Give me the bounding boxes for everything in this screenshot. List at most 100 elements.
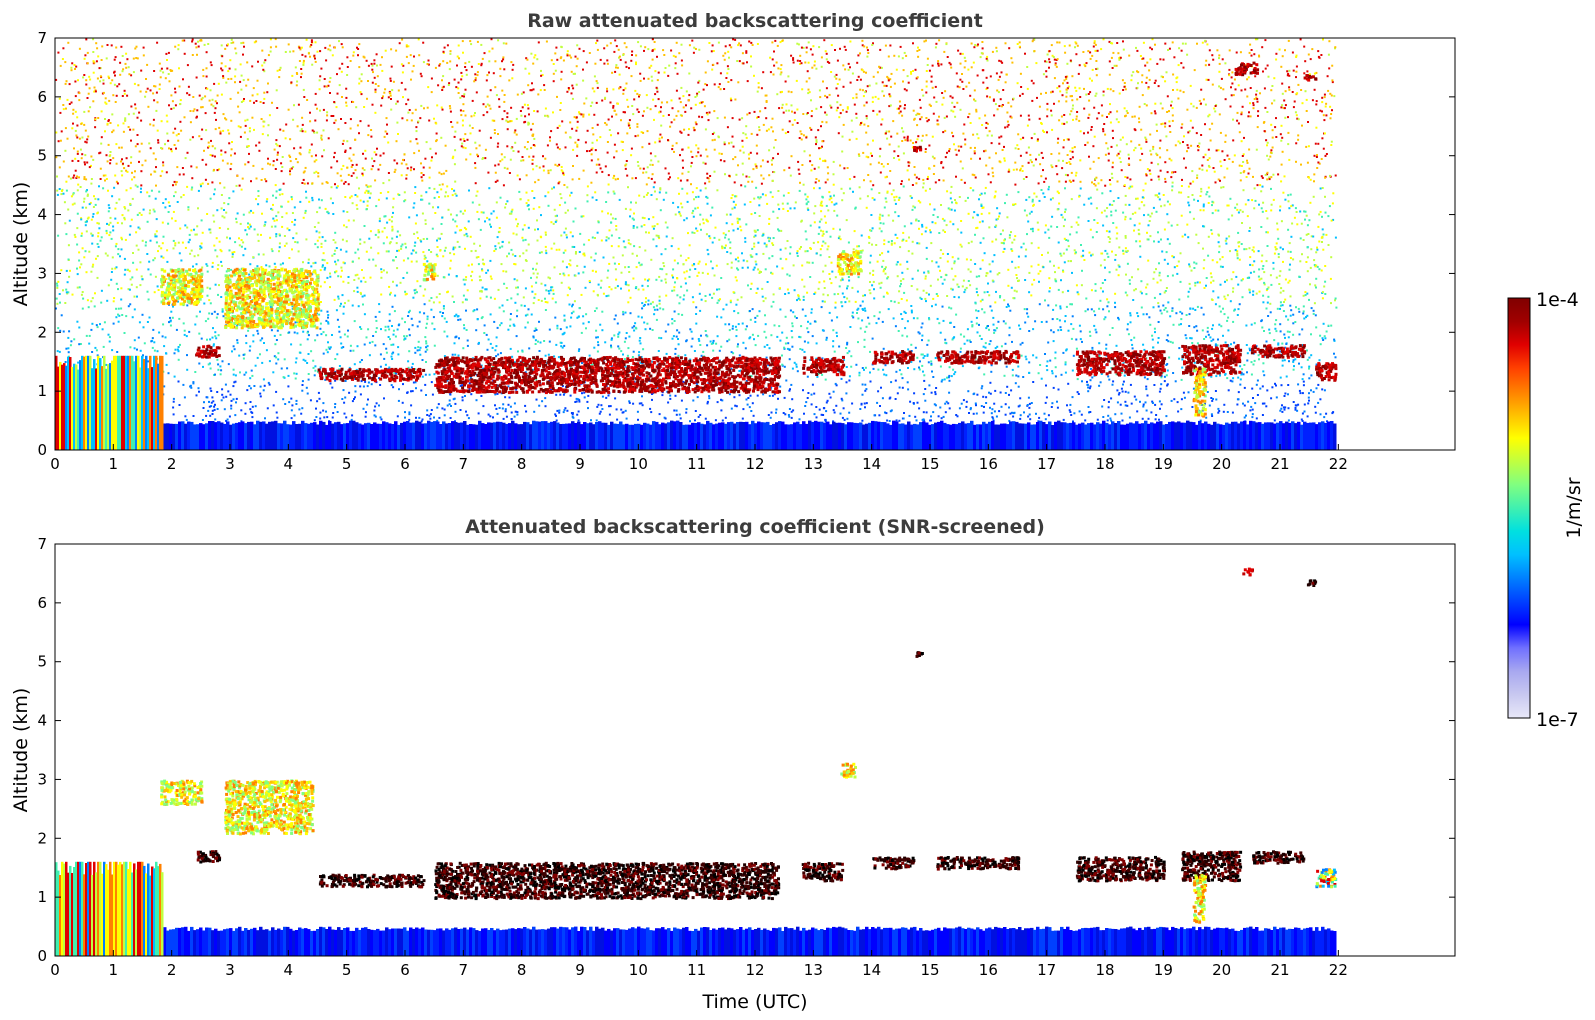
- x-tick-label: 15: [920, 961, 939, 979]
- x-tick-label: 16: [979, 455, 998, 473]
- x-tick-label: 5: [342, 961, 352, 979]
- x-tick-label: 8: [517, 455, 527, 473]
- feature-cloud-patch: [1307, 579, 1317, 587]
- x-tick-label: 3: [225, 961, 235, 979]
- feature-cloud-layer: [1076, 350, 1166, 376]
- y-tick-label: 0: [37, 441, 47, 459]
- y-tick-label: 4: [37, 206, 47, 224]
- y-tick-label: 5: [37, 653, 47, 671]
- y-tick-label: 3: [37, 264, 47, 282]
- feature-cloud-layer: [1076, 856, 1166, 883]
- x-tick-label: 13: [804, 961, 823, 979]
- y-tick-label: 5: [37, 147, 47, 165]
- y-tick-label: 3: [37, 770, 47, 788]
- feature-cloud-layer: [1252, 850, 1305, 864]
- feature-cloud-layer: [802, 356, 845, 376]
- x-tick-label: 12: [745, 961, 764, 979]
- x-tick-label: 19: [1154, 961, 1173, 979]
- feature-cloud-layer: [434, 356, 781, 394]
- y-tick-label: 2: [37, 323, 47, 341]
- y-tick-label: 7: [37, 535, 47, 553]
- raw-backscatter-panel: Raw attenuated backscattering coefficien…: [10, 10, 1455, 473]
- x-tick-label: 11: [687, 455, 706, 473]
- x-tick-label: 19: [1154, 455, 1173, 473]
- x-tick-label: 4: [284, 455, 294, 473]
- x-tick-label: 21: [1270, 455, 1289, 473]
- feature-cloud-layer: [1251, 344, 1306, 359]
- feature-aerosol-layer: [224, 268, 320, 330]
- y-tick-label: 4: [37, 712, 47, 730]
- x-tick-label: 9: [575, 961, 585, 979]
- y-axis-label: Altitude (km): [10, 182, 32, 307]
- x-tick-label: 17: [1037, 455, 1056, 473]
- x-tick-label: 3: [225, 455, 235, 473]
- feature-dense-cloud: [55, 356, 164, 450]
- x-tick-label: 0: [50, 455, 60, 473]
- feature-boundary-layer: [55, 421, 1337, 450]
- feature-cloud-layer: [434, 862, 780, 900]
- feature-cloud-layer: [197, 850, 221, 863]
- feature-cloud-patch: [913, 146, 922, 152]
- x-tick-label: 18: [1095, 455, 1114, 473]
- x-tick-label: 14: [862, 455, 881, 473]
- x-tick-label: 13: [804, 455, 823, 473]
- feature-aerosol-layer: [160, 268, 204, 306]
- feature-cloud-patch: [1242, 568, 1254, 577]
- y-tick-label: 7: [37, 29, 47, 47]
- axis-ticks: 0 1 2 3 4 5 6 7 8 9 10 11 12 13 14 15 16 17 18 19 20 21 220123…: [37, 29, 1455, 473]
- heatmap-layer: [55, 568, 1337, 956]
- feature-aerosol-layer: [160, 780, 204, 806]
- panel-title: Raw attenuated backscattering coefficien…: [527, 10, 983, 32]
- x-tick-label: 10: [629, 961, 648, 979]
- feature-cloud-layer: [195, 345, 221, 359]
- colorbar-max-label: 1e-4: [1536, 289, 1579, 311]
- x-tick-label: 12: [745, 455, 764, 473]
- y-tick-label: 1: [37, 382, 47, 400]
- feature-cloud-layer: [1315, 362, 1337, 382]
- colorbar-min-label: 1e-7: [1536, 709, 1579, 731]
- feature-cloud-layer: [1181, 851, 1242, 883]
- y-axis-label: Altitude (km): [10, 688, 32, 813]
- colorbar-unit-label: 1/m/sr: [1563, 477, 1585, 538]
- feature-dense-cloud: [55, 862, 164, 956]
- y-tick-label: 0: [37, 947, 47, 965]
- y-tick-label: 6: [37, 594, 47, 612]
- feature-cloud-layer: [936, 856, 1020, 871]
- x-tick-label: 22: [1329, 455, 1348, 473]
- x-axis-label: Time (UTC): [701, 991, 807, 1013]
- feature-cloud-layer: [1181, 344, 1242, 376]
- heatmap-layer: [55, 38, 1338, 450]
- feature-aerosol-layer: [840, 763, 857, 779]
- y-tick-label: 2: [37, 829, 47, 847]
- feature-aerosol-layer: [224, 779, 315, 835]
- x-tick-label: 0: [50, 961, 60, 979]
- feature-aerosol-layer: [837, 250, 863, 276]
- x-tick-label: 5: [342, 455, 352, 473]
- feature-aerosol-layer: [423, 263, 437, 282]
- x-tick-label: 11: [687, 961, 706, 979]
- x-tick-label: 9: [575, 455, 585, 473]
- x-tick-label: 4: [284, 961, 294, 979]
- panel-title: Attenuated backscattering coefficient (S…: [465, 516, 1045, 538]
- axis-ticks: 0 1 2 3 4 5 6 7 8 9 10 11 12 13 14 15 16 17 18 19 20 21 220123…: [37, 535, 1455, 979]
- x-tick-label: 2: [167, 455, 177, 473]
- x-tick-label: 16: [979, 961, 998, 979]
- x-tick-label: 20: [1212, 961, 1231, 979]
- colorbar: 1e-4 1e-7 1/m/sr: [1508, 289, 1585, 731]
- x-tick-label: 8: [517, 961, 527, 979]
- x-tick-label: 6: [400, 455, 410, 473]
- colorbar-scale: [1508, 298, 1530, 718]
- feature-cloud-layer: [318, 368, 426, 383]
- feature-cloud-layer: [319, 874, 426, 889]
- x-tick-label: 2: [167, 961, 177, 979]
- feature-boundary-layer: [160, 927, 1337, 956]
- x-tick-label: 1: [109, 961, 119, 979]
- feature-cloud-layer: [872, 856, 915, 870]
- x-tick-label: 21: [1270, 961, 1289, 979]
- x-tick-label: 1: [109, 455, 119, 473]
- x-tick-label: 17: [1037, 961, 1056, 979]
- x-tick-label: 22: [1329, 961, 1348, 979]
- x-tick-label: 20: [1212, 455, 1231, 473]
- x-tick-label: 10: [629, 455, 648, 473]
